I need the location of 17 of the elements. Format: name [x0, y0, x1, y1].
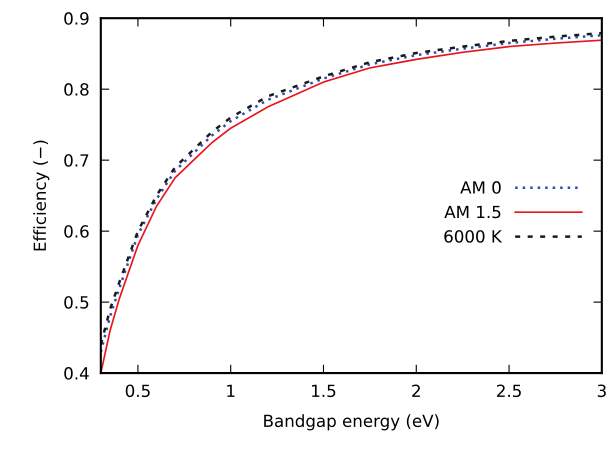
- y-tick-label: 0.7: [64, 154, 88, 167]
- legend-label: 6000 K: [444, 230, 502, 243]
- y-tick-label: 0.6: [64, 225, 89, 238]
- x-tick-label: 2.5: [497, 384, 521, 398]
- x-axis-title: Bandgap energy (eV): [264, 414, 439, 430]
- y-tick-label: 0.8: [64, 83, 89, 96]
- x-tick-label: 3: [598, 384, 606, 398]
- x-tick-label: 1: [227, 384, 234, 397]
- y-tick-label: 0.5: [64, 296, 88, 309]
- legend-label: AM 0: [460, 181, 501, 194]
- x-tick-label: 2: [412, 384, 420, 397]
- y-tick-label: 0.4: [64, 367, 89, 380]
- x-tick-label: 1.5: [312, 384, 336, 398]
- y-tick-label: 0.9: [64, 12, 89, 25]
- legend-label: AM 1.5: [444, 206, 500, 218]
- x-tick-label: 0.5: [126, 384, 150, 398]
- y-axis-title: Efficiency (−): [33, 140, 50, 250]
